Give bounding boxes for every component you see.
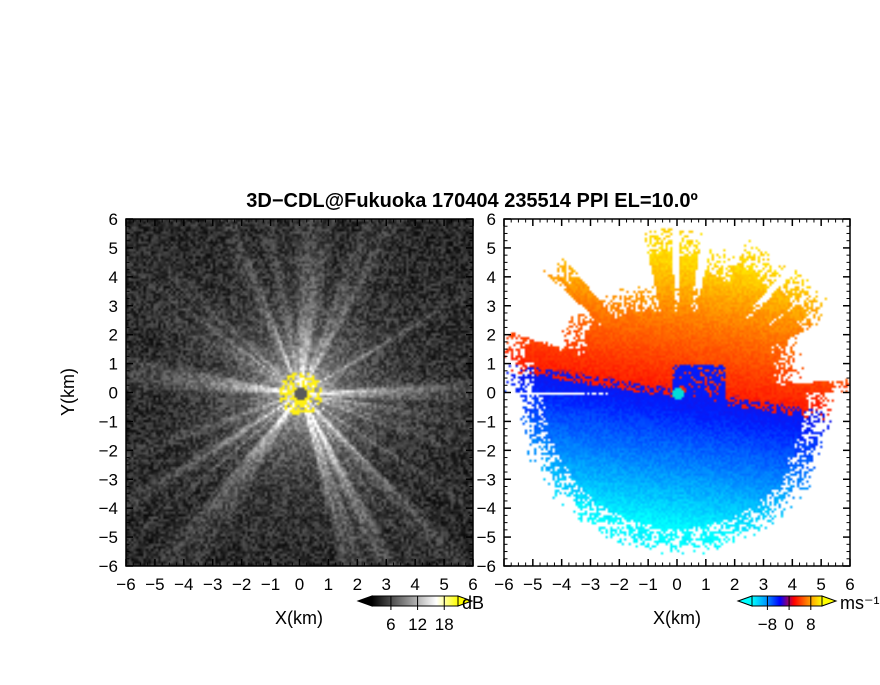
snr-colorbar-unit: dB	[462, 593, 484, 613]
x-tick-label: −1	[638, 575, 657, 594]
x-tick-label: 5	[816, 575, 825, 594]
snr-colorbar-right-arrow	[457, 595, 474, 607]
snr-colorbar-tick-label: 12	[408, 615, 427, 634]
y-tick-label: 2	[109, 326, 118, 345]
y-tick-label: −4	[477, 499, 496, 518]
x-tick-label: 3	[382, 575, 391, 594]
snr-colorbar-tick-label: 18	[435, 615, 454, 634]
y-tick-label: 6	[109, 210, 118, 229]
snr-colorbar: 6 12 18 dB	[356, 593, 484, 634]
snr-xlabel: X(km)	[275, 608, 323, 628]
y-tick-label: 1	[109, 355, 118, 374]
x-tick-label: 1	[701, 575, 710, 594]
snr-colorbar-tick-label: 6	[386, 615, 395, 634]
velocity-colorbar-bar	[751, 595, 823, 607]
snr-colorbar-bar	[371, 595, 459, 607]
y-tick-label: −4	[99, 499, 118, 518]
velocity-colorbar-tick-label: 8	[806, 615, 815, 634]
x-tick-label: −2	[610, 575, 629, 594]
x-tick-label: −6	[116, 575, 135, 594]
velocity-image	[504, 219, 850, 566]
y-tick-label: 4	[487, 268, 496, 287]
velocity-colorbar-tick-label: 0	[784, 615, 793, 634]
x-tick-label: 2	[730, 575, 739, 594]
y-tick-label: 0	[487, 384, 496, 403]
velocity-xlabel: X(km)	[653, 608, 701, 628]
y-tick-label: −6	[477, 557, 496, 576]
velocity-colorbar-left-arrow	[736, 595, 753, 607]
velocity-colorbar: −8 0 8 ms⁻¹	[736, 593, 880, 634]
y-tick-label: 2	[487, 326, 496, 345]
y-tick-label: 6	[487, 210, 496, 229]
x-tick-label: 2	[353, 575, 362, 594]
y-tick-label: 5	[109, 239, 118, 258]
velocity-colorbar-right-arrow	[821, 595, 838, 607]
snr-colorbar-left-arrow	[356, 595, 373, 607]
y-tick-label: −2	[99, 441, 118, 460]
velocity-colorbar-unit: ms⁻¹	[840, 593, 880, 613]
x-tick-label: −4	[552, 575, 571, 594]
y-tick-label: −1	[477, 412, 496, 431]
x-tick-label: −5	[523, 575, 542, 594]
x-tick-label: −5	[145, 575, 164, 594]
x-tick-label: −3	[203, 575, 222, 594]
x-tick-label: 6	[468, 575, 477, 594]
x-tick-label: −1	[261, 575, 280, 594]
y-tick-label: −6	[99, 557, 118, 576]
x-tick-label: 0	[672, 575, 681, 594]
y-tick-label: −5	[99, 528, 118, 547]
x-tick-label: 6	[845, 575, 854, 594]
velocity-colorbar-tick-label: −8	[758, 615, 777, 634]
x-tick-label: −2	[232, 575, 251, 594]
y-tick-label: −2	[477, 441, 496, 460]
y-tick-label: 1	[487, 355, 496, 374]
x-tick-label: −6	[494, 575, 513, 594]
x-tick-label: −3	[581, 575, 600, 594]
y-tick-label: 0	[109, 384, 118, 403]
snr-ylabel: Y(km)	[58, 368, 78, 416]
snr-image	[126, 219, 473, 566]
y-tick-label: 4	[109, 268, 118, 287]
x-tick-label: 4	[788, 575, 797, 594]
x-tick-label: 3	[759, 575, 768, 594]
x-tick-label: −4	[174, 575, 193, 594]
y-tick-label: −5	[477, 528, 496, 547]
x-tick-label: 0	[295, 575, 304, 594]
y-tick-label: −3	[477, 470, 496, 489]
x-tick-label: 4	[410, 575, 419, 594]
figure-title: 3D−CDL@Fukuoka 170404 235514 PPI EL=10.0…	[246, 190, 698, 212]
y-tick-label: 3	[487, 297, 496, 316]
y-tick-label: −1	[99, 412, 118, 431]
x-tick-label: 1	[324, 575, 333, 594]
y-tick-label: 3	[109, 297, 118, 316]
y-tick-label: 5	[487, 239, 496, 258]
x-tick-label: 5	[439, 575, 448, 594]
y-tick-label: −3	[99, 470, 118, 489]
